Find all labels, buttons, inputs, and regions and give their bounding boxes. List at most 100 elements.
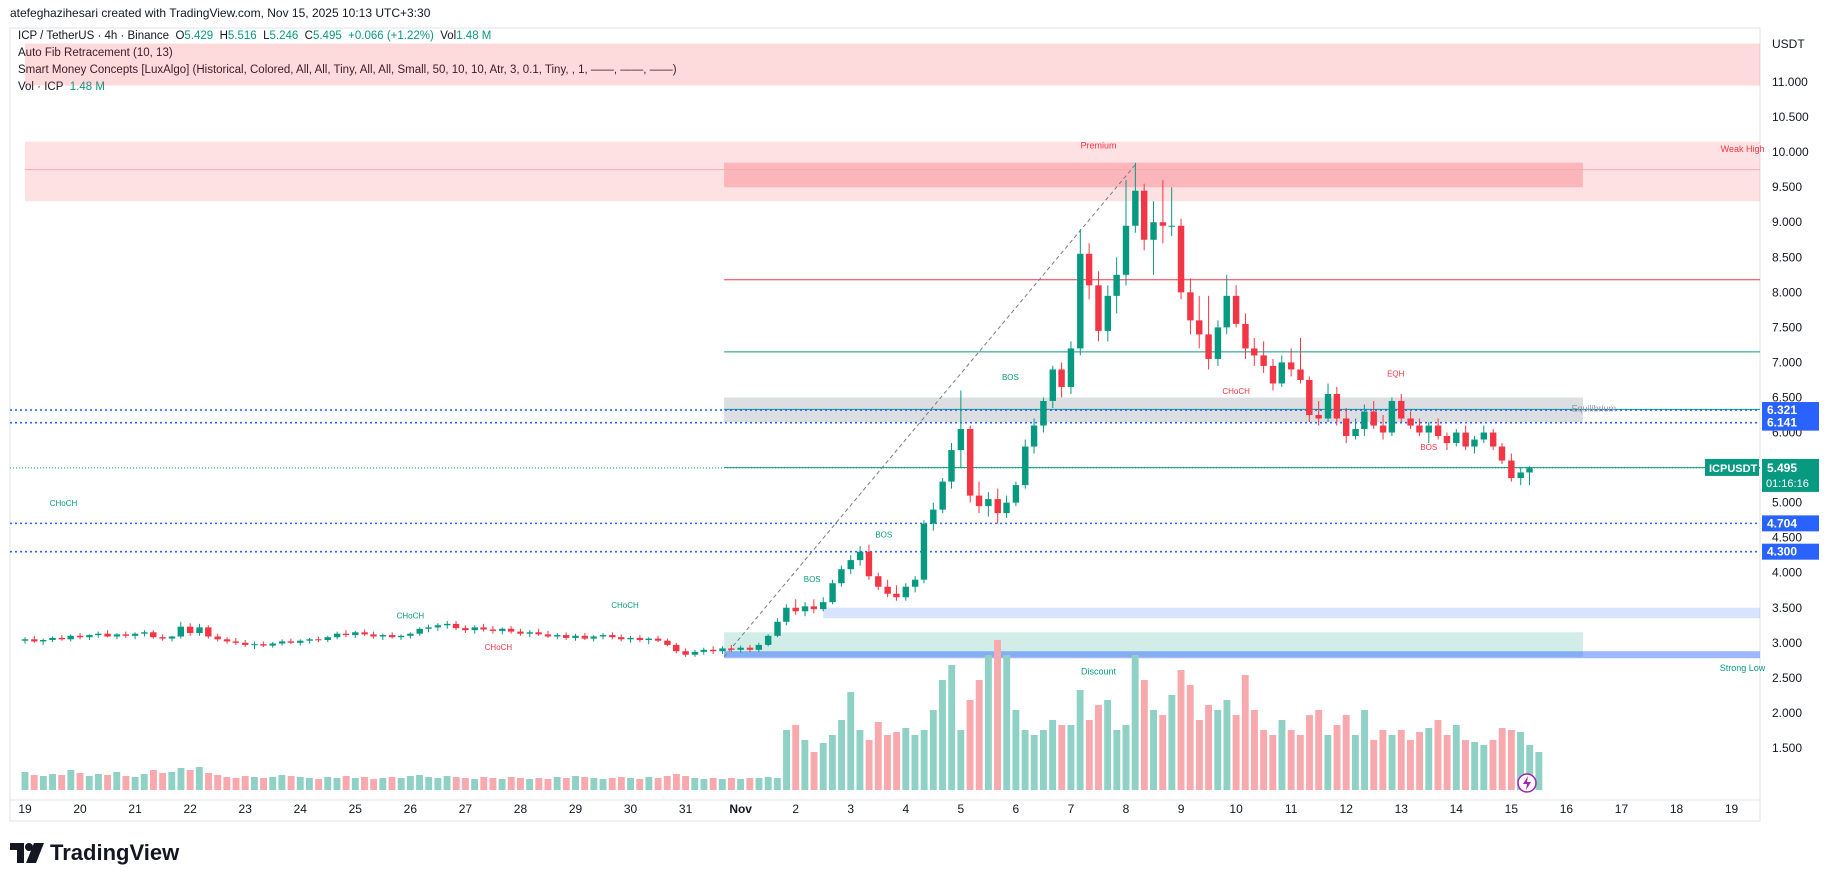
volume-bar (30, 775, 38, 790)
volume-bar (223, 777, 231, 790)
candle-body (590, 636, 597, 639)
volume-bar (691, 778, 699, 790)
y-tick-label: 1.500 (1772, 741, 1802, 755)
volume-bar (452, 777, 460, 790)
volume-bar (1214, 710, 1222, 790)
x-tick-label: 27 (459, 802, 473, 816)
symbol-title[interactable]: ICP / TetherUS · 4h · Binance (18, 30, 170, 42)
volume-bar (1122, 725, 1130, 790)
price-tag-bg (1762, 515, 1819, 532)
candle-body (1287, 362, 1295, 370)
candle-body (39, 640, 47, 642)
candle-body (205, 627, 212, 637)
x-tick-label: 25 (349, 802, 363, 816)
indicator-fib[interactable]: Auto Fib Retracement (10, 13) (18, 47, 173, 59)
volume-bar (819, 743, 827, 790)
price-tag-bg (1762, 543, 1819, 560)
candle-body (1388, 400, 1396, 433)
volume-bar (1195, 720, 1203, 790)
volume-bar (397, 778, 405, 790)
candle-body (1425, 425, 1432, 433)
candle-body (1030, 425, 1038, 447)
volume-bar (645, 777, 653, 790)
tradingview-logo[interactable]: TradingView (10, 840, 179, 866)
y-tick-label: 3.500 (1772, 601, 1802, 615)
volume-bar (443, 776, 451, 790)
candle-body (480, 627, 487, 630)
candle-body (1205, 334, 1212, 359)
volume-bar (773, 778, 781, 790)
volume-bar (489, 778, 497, 790)
volume-bar (1076, 690, 1084, 790)
volume-bar (21, 772, 29, 790)
candle-body (966, 429, 974, 496)
zone-ob-blue-2 (724, 651, 1760, 659)
volume-bar (590, 778, 598, 790)
y-tick-label: 2.000 (1772, 706, 1802, 720)
volume-bar (406, 776, 414, 790)
annotation-label: Premium (1080, 141, 1116, 151)
candle-body (49, 637, 56, 640)
y-tick-label: 2.500 (1772, 671, 1802, 685)
candle-body (1315, 415, 1322, 419)
volume-bar (195, 767, 203, 790)
candle-body (645, 638, 652, 640)
volume-bar (1452, 725, 1460, 790)
candle-body (444, 623, 451, 626)
candle-body (526, 632, 534, 634)
candle-body (1132, 190, 1139, 226)
candle-body (572, 635, 579, 638)
volume-bar (315, 779, 323, 790)
volume-bar (975, 680, 983, 790)
candle-body (1251, 348, 1258, 356)
indicator-smc[interactable]: Smart Money Concepts [LuxAlgo] (Historic… (18, 64, 677, 76)
candle-body (1416, 425, 1423, 433)
candle-body (1352, 429, 1359, 437)
x-tick-label: 15 (1505, 802, 1519, 816)
candle-body (1489, 432, 1497, 447)
candle-body (58, 637, 66, 640)
volume-bar (370, 779, 378, 790)
volume-bar (526, 779, 534, 790)
candle-body (214, 636, 221, 640)
x-tick-label: Nov (729, 802, 752, 816)
volume-bar (1370, 740, 1378, 790)
volume-bar (1012, 710, 1020, 790)
symbol-tag-label: ICPUSDT (1709, 463, 1758, 475)
candle-body (462, 628, 469, 631)
volume-bar (1443, 735, 1451, 790)
volume-bar (1269, 735, 1277, 790)
volume-bar (617, 777, 625, 790)
indicator-volume[interactable]: Vol · ICP 1.48 M (18, 81, 105, 93)
x-tick-label: 30 (624, 802, 638, 816)
candle-body (1278, 362, 1286, 384)
open-label: O (175, 30, 185, 42)
x-tick-label: 9 (1178, 802, 1185, 816)
candle-body (1242, 323, 1249, 349)
currency-label[interactable]: USDT (1772, 37, 1805, 51)
candle-body (67, 635, 74, 640)
candle-body (1269, 365, 1277, 384)
volume-bar (838, 720, 846, 790)
candle-body (810, 606, 818, 610)
price-tag-label: 6.321 (1767, 403, 1797, 417)
candle-body (562, 635, 570, 638)
volume-bar (737, 779, 745, 790)
candle-body (232, 641, 240, 643)
volume-bar (920, 730, 928, 790)
y-tick-label: 6.500 (1772, 390, 1802, 404)
volume-bar (1406, 740, 1414, 790)
volume-indicator-label: Vol · ICP (18, 81, 64, 93)
x-tick-label: 16 (1560, 802, 1574, 816)
y-tick-label: 8.500 (1772, 250, 1802, 264)
volume-bar (361, 777, 368, 790)
candle-body (86, 635, 93, 638)
candle-body (893, 593, 900, 598)
candle-body (975, 495, 983, 507)
candle-body (985, 499, 992, 507)
candle-body (920, 523, 928, 580)
candle-body (700, 649, 707, 652)
volume-bar (1315, 710, 1323, 790)
volume-bar (140, 774, 148, 790)
